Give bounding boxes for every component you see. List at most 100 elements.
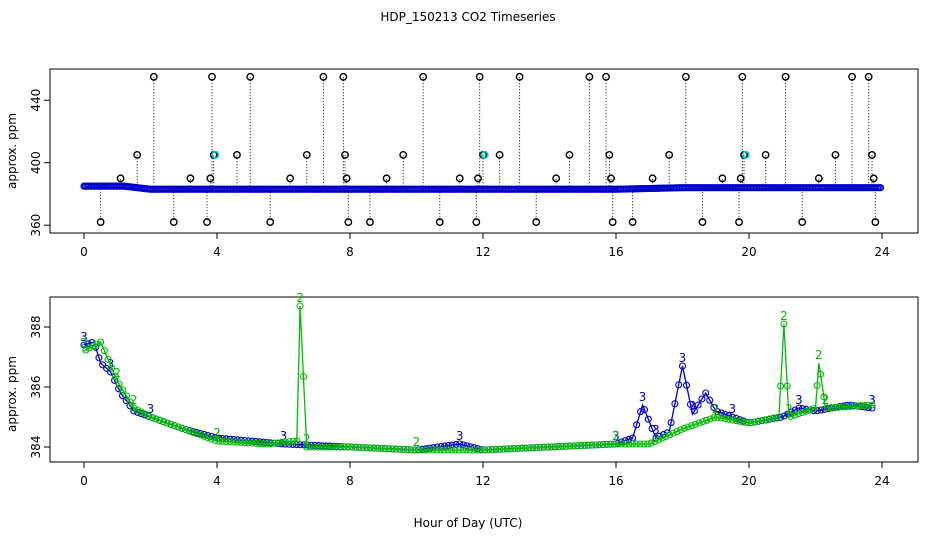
outlier-point (233, 151, 241, 159)
series-point-2 (355, 443, 363, 451)
series-point-2 (306, 443, 315, 451)
series-point-3 (103, 364, 111, 372)
series-point-2 (274, 439, 282, 447)
series-point-2 (411, 446, 419, 454)
series-point-2 (654, 436, 663, 444)
outlier-point (344, 218, 353, 226)
cyan-point (480, 150, 489, 159)
outlier-point (208, 72, 216, 81)
series-point-2 (766, 415, 774, 423)
series-point-2 (739, 418, 748, 426)
outlier-point (607, 174, 615, 183)
series-point-2 (544, 443, 552, 451)
series-line-2 (83, 305, 873, 451)
series-label-2: 2 (822, 393, 830, 407)
outlier-point (455, 174, 464, 183)
outlier-point (266, 218, 275, 226)
series-point-2 (396, 445, 404, 453)
series-point-3 (637, 408, 645, 416)
series-point-2 (100, 347, 108, 355)
series-point-3 (721, 410, 729, 418)
series-point-3 (241, 436, 249, 445)
series-point-2 (853, 402, 861, 410)
x-tick-label-0: 8 (346, 245, 354, 259)
series-point-2 (816, 370, 825, 378)
outlier-point (246, 72, 255, 81)
x-tick-label-1: 16 (608, 474, 623, 488)
series-point-2 (270, 439, 278, 447)
outlier-point (665, 151, 674, 159)
series-label-3: 3 (280, 429, 288, 443)
outlier-point (186, 174, 195, 183)
series-point-2 (754, 417, 762, 425)
series-point-2 (842, 403, 850, 411)
series-point-3 (95, 354, 103, 362)
series-point-2 (207, 435, 216, 443)
top-y-axis-label: approx. ppm (5, 113, 19, 189)
x-tick-label-1: 20 (741, 474, 756, 488)
series-point-3 (678, 362, 687, 370)
series-point-2 (226, 438, 234, 446)
outlier-point (735, 218, 743, 226)
series-point-3 (671, 400, 679, 408)
series-point-2 (115, 380, 123, 388)
series-label-2: 2 (785, 402, 793, 416)
series-point-2 (691, 420, 699, 428)
series-point-3 (675, 381, 683, 389)
series-point-2 (182, 426, 190, 434)
series-label-2: 2 (413, 435, 421, 449)
outlier-point (472, 218, 481, 226)
series-point-2 (540, 443, 548, 451)
series-point-2 (496, 445, 504, 453)
series-point-2 (318, 443, 326, 451)
series-point-2 (455, 446, 463, 454)
series-point-2 (374, 444, 382, 452)
series-point-2 (547, 443, 555, 451)
y-tick-label-0: 440 (29, 89, 43, 112)
series-point-2 (695, 419, 703, 427)
series-point-2 (518, 444, 526, 452)
chart-title: HDP_150213 CO2 Timeseries (380, 10, 555, 24)
series-point-2 (82, 346, 90, 354)
series-point-2 (370, 444, 378, 452)
outlier-point (286, 174, 295, 183)
series-point-2 (632, 440, 640, 448)
outlier-point (149, 72, 158, 81)
series-point-2 (97, 338, 105, 346)
series-point-2 (145, 412, 153, 420)
series-point-2 (230, 438, 238, 446)
outlier-point (781, 72, 790, 81)
outlier-point (341, 151, 349, 159)
series-point-2 (802, 407, 810, 415)
series-point-2 (422, 446, 430, 454)
series-point-2 (625, 440, 633, 448)
outlier-point (96, 218, 105, 226)
series-point-2 (823, 404, 831, 412)
series-point-2 (329, 443, 337, 451)
series-point-2 (658, 434, 666, 442)
x-tick-label-1: 0 (80, 474, 88, 488)
series-label-2: 2 (213, 426, 221, 440)
series-point-2 (93, 340, 101, 348)
series-point-2 (163, 419, 171, 427)
series-point-2 (359, 444, 367, 452)
series-point-2 (521, 444, 530, 452)
series-point-2 (285, 438, 293, 446)
series-point-2 (299, 372, 308, 381)
series-point-2 (167, 420, 175, 428)
series-point-2 (366, 444, 374, 452)
series-point-2 (677, 426, 685, 434)
series-label-2: 2 (296, 291, 304, 305)
outlier-point (116, 174, 125, 183)
series-label-3: 3 (689, 399, 697, 413)
series-point-2 (148, 414, 156, 422)
series-point-2 (134, 406, 142, 414)
series-point-2 (444, 446, 452, 454)
outlier-point (798, 218, 807, 226)
series-point-3 (702, 389, 710, 397)
series-point-2 (303, 443, 311, 451)
outlier-point (532, 218, 541, 226)
series-point-2 (666, 431, 674, 439)
series-point-2 (791, 411, 799, 419)
